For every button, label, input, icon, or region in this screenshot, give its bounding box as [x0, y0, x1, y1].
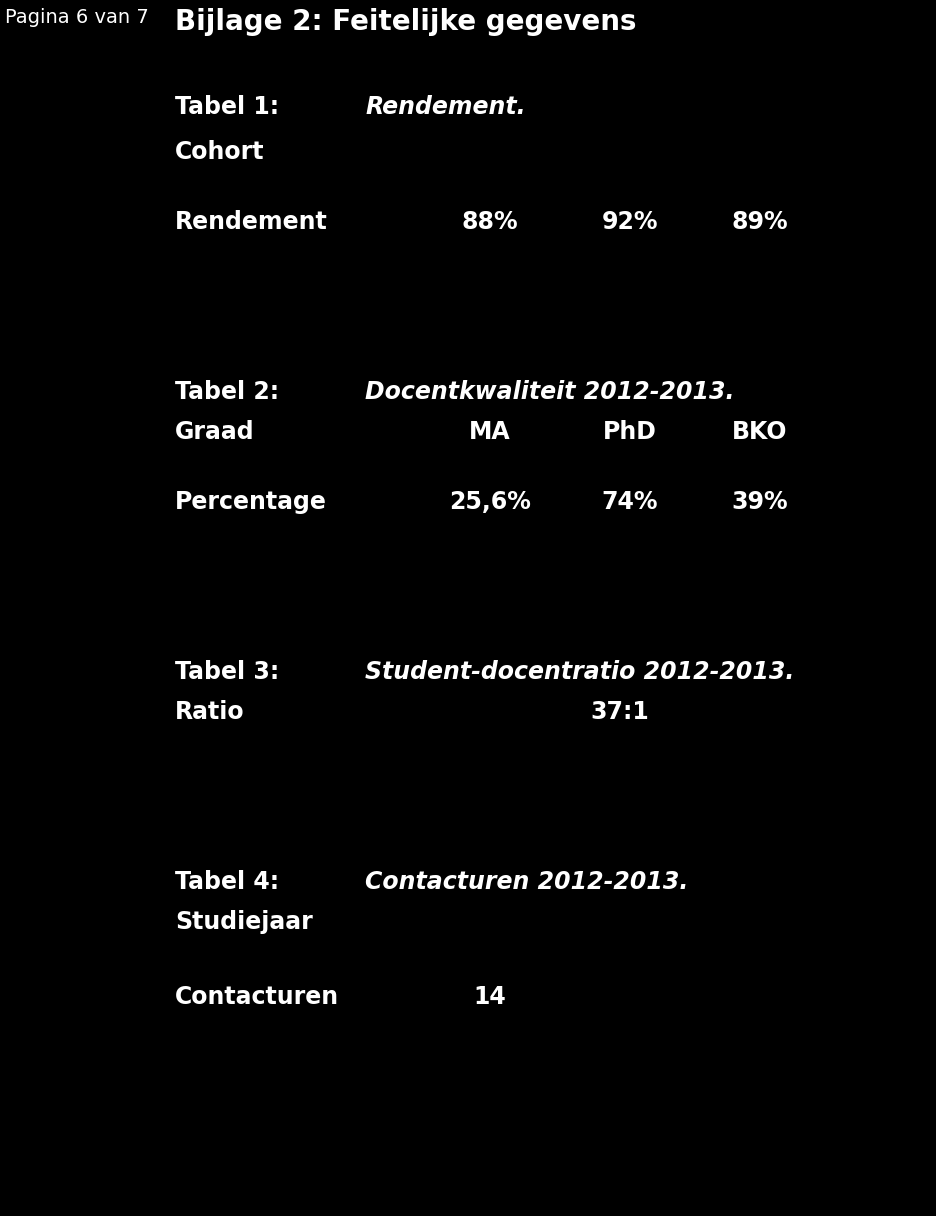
Text: Tabel 1:: Tabel 1: [175, 95, 287, 119]
Text: 88%: 88% [461, 210, 519, 233]
Text: 74%: 74% [602, 490, 658, 514]
Text: Graad: Graad [175, 420, 255, 444]
Text: Contacturen 2012-2013.: Contacturen 2012-2013. [365, 869, 688, 894]
Text: Pagina 6 van 7: Pagina 6 van 7 [5, 9, 149, 27]
Text: 25,6%: 25,6% [449, 490, 531, 514]
Text: Percentage: Percentage [175, 490, 327, 514]
Text: Bijlage 2: Feitelijke gegevens: Bijlage 2: Feitelijke gegevens [175, 9, 636, 36]
Text: Rendement.: Rendement. [365, 95, 526, 119]
Text: Ratio: Ratio [175, 700, 244, 724]
Text: Cohort: Cohort [175, 140, 265, 164]
Text: Tabel 2:: Tabel 2: [175, 379, 287, 404]
Text: 14: 14 [474, 985, 506, 1009]
Text: Docentkwaliteit 2012-2013.: Docentkwaliteit 2012-2013. [365, 379, 735, 404]
Text: 89%: 89% [732, 210, 788, 233]
Text: Rendement: Rendement [175, 210, 328, 233]
Text: BKO: BKO [732, 420, 788, 444]
Text: Studiejaar: Studiejaar [175, 910, 313, 934]
Text: Tabel 4:: Tabel 4: [175, 869, 287, 894]
Text: 92%: 92% [602, 210, 658, 233]
Text: 39%: 39% [732, 490, 788, 514]
Text: PhD: PhD [603, 420, 657, 444]
Text: Contacturen: Contacturen [175, 985, 339, 1009]
Text: Student-docentratio 2012-2013.: Student-docentratio 2012-2013. [365, 660, 795, 683]
Text: Tabel 3:: Tabel 3: [175, 660, 287, 683]
Text: MA: MA [469, 420, 511, 444]
Text: 37:1: 37:1 [591, 700, 650, 724]
